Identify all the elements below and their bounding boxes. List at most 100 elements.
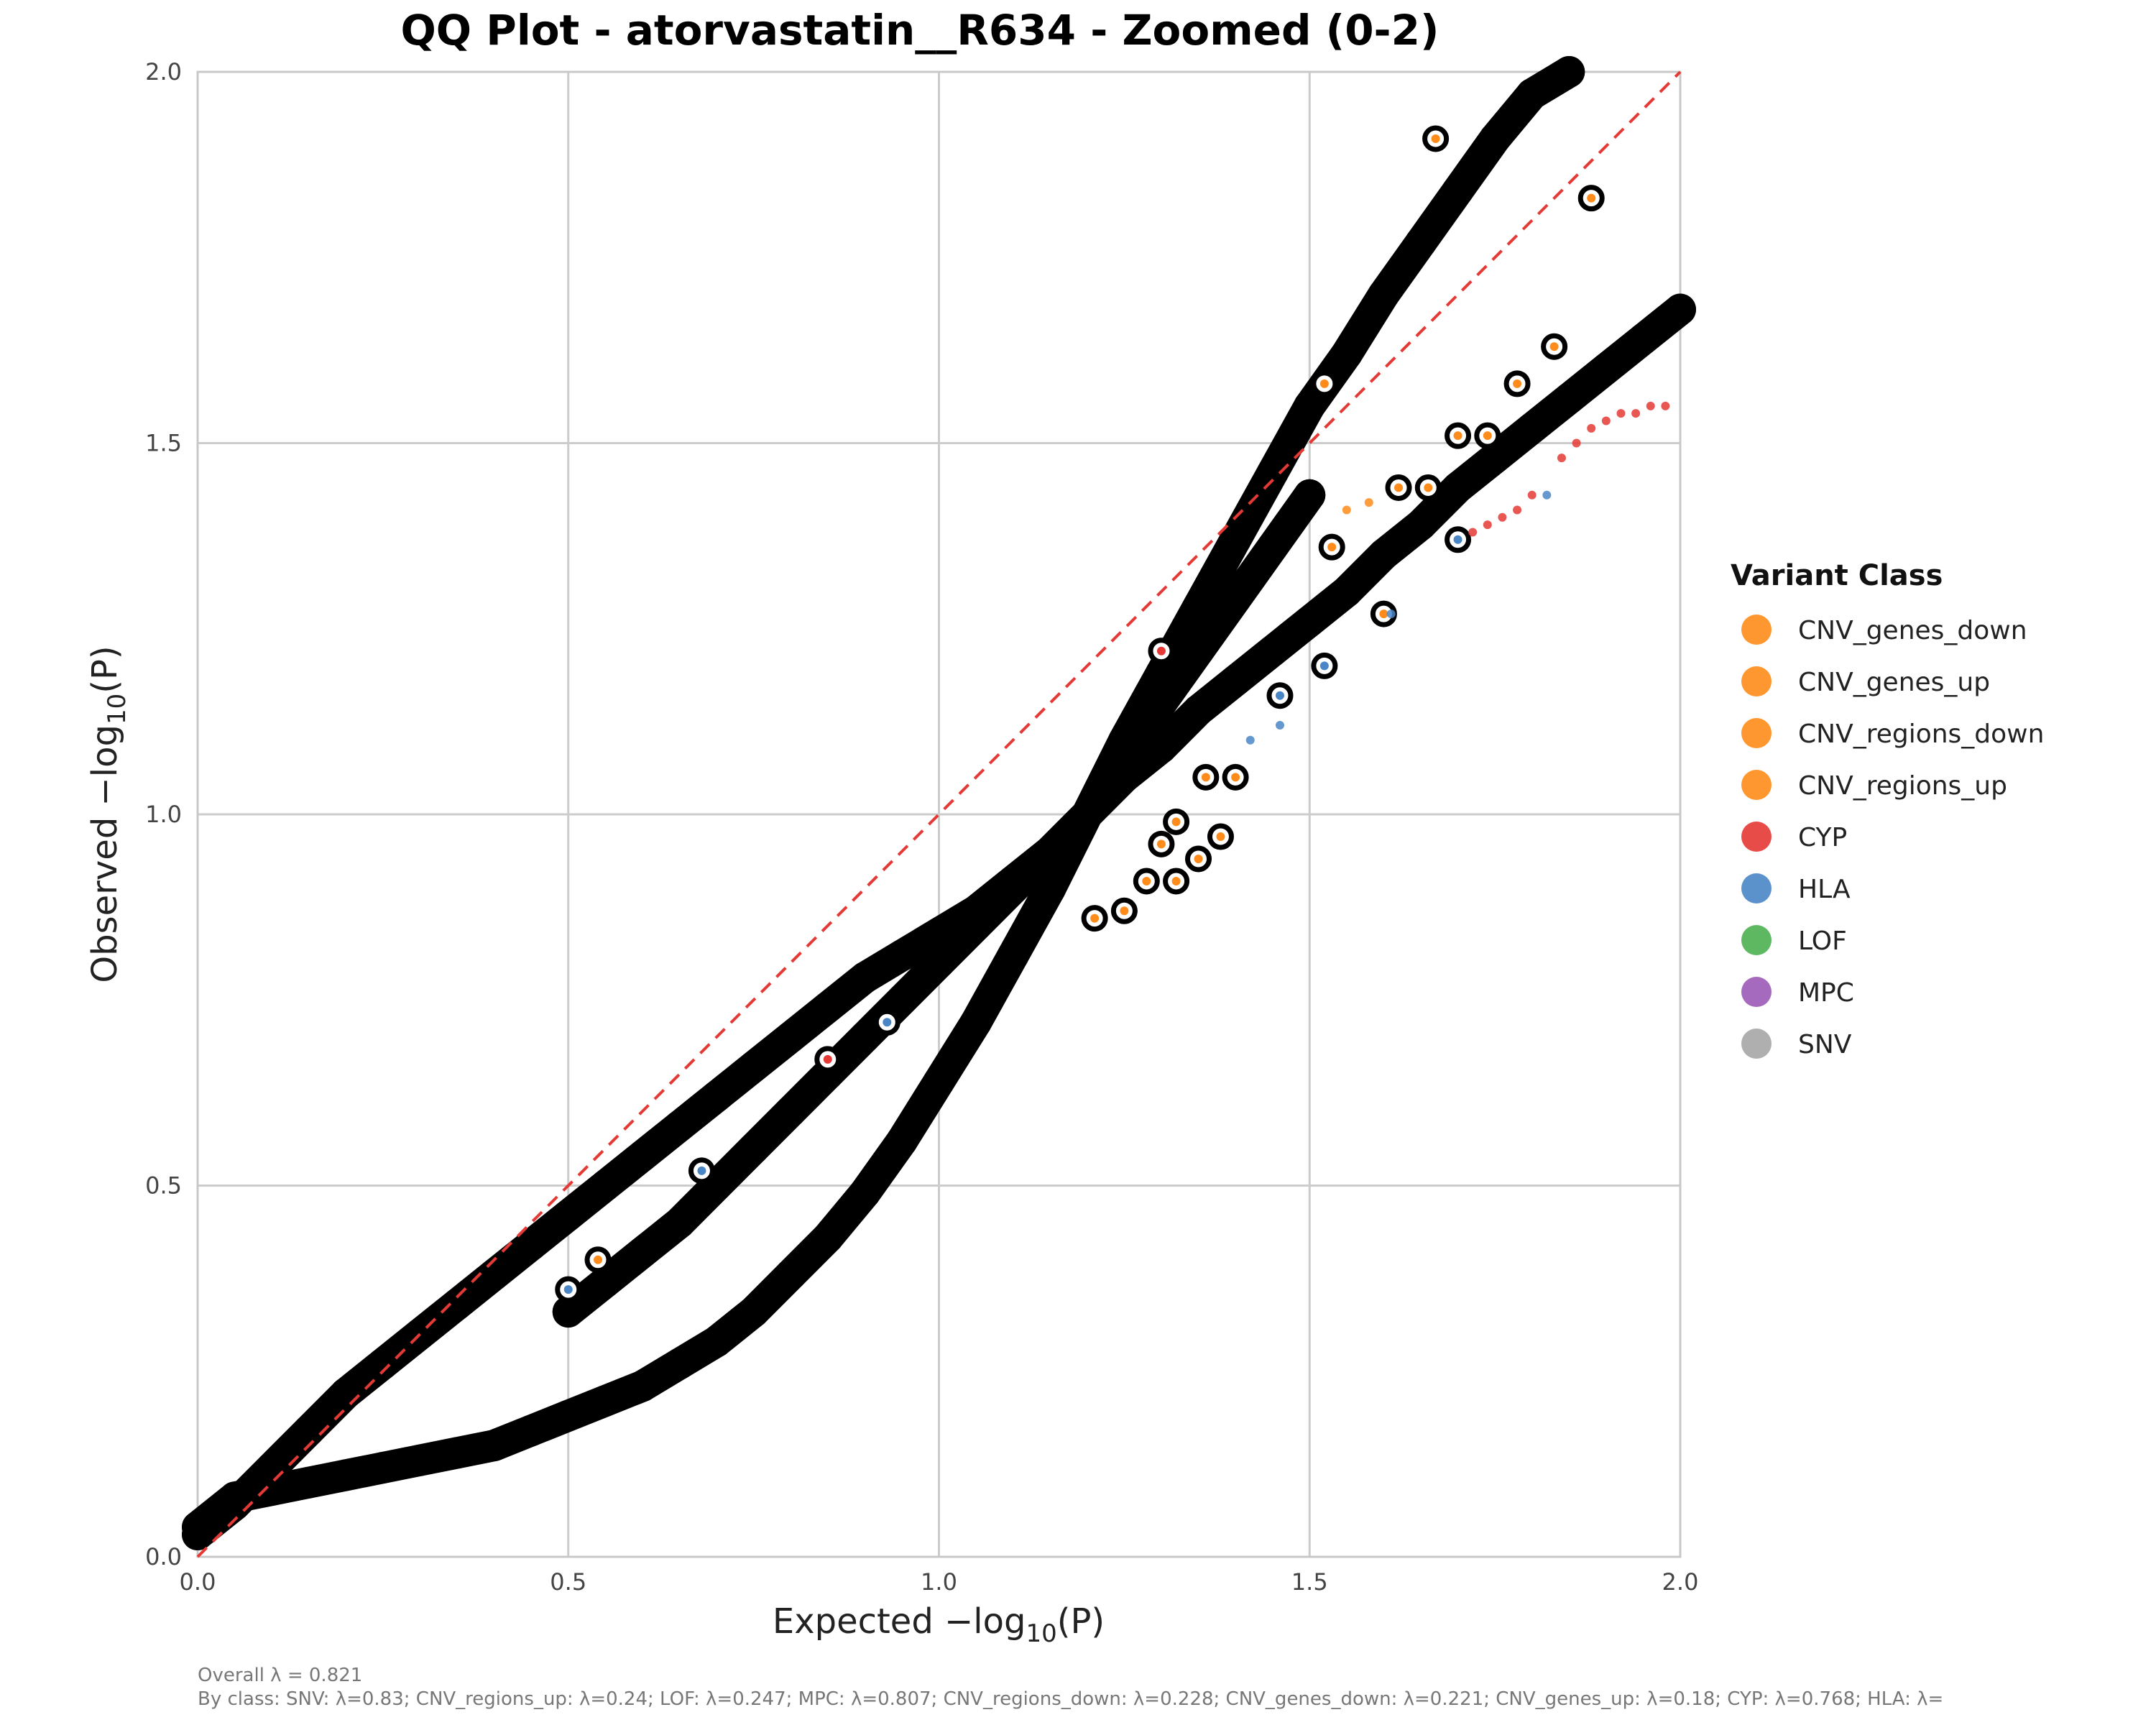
x-axis-label: Expected −log10(P) [773, 1601, 1105, 1648]
legend-marker [1741, 770, 1772, 800]
series-point [960, 1006, 992, 1039]
outlier-point [1148, 830, 1175, 857]
dot-layer [1245, 401, 1670, 745]
outlier-point [688, 1157, 715, 1184]
series-point [997, 873, 1029, 905]
series-point [626, 1236, 658, 1269]
series-point [849, 1021, 881, 1053]
legend-items: CNV_genes_down CNV_genes_up CNV_regions_do… [1741, 615, 2044, 1059]
y-tick-label: 0.5 [145, 1172, 182, 1200]
legend-marker [1741, 977, 1772, 1007]
outlier-point [1185, 845, 1212, 873]
outlier-core [1216, 832, 1225, 841]
series-point [1256, 531, 1289, 564]
legend-item: MPC [1741, 977, 1854, 1008]
series-point [552, 1399, 584, 1432]
series-point [701, 1325, 733, 1358]
legend-marker [1741, 718, 1772, 748]
legend-label: CYP [1798, 823, 1847, 852]
x-axis-label-subscript: 10 [1026, 1619, 1056, 1648]
series-point [701, 1080, 733, 1113]
series-point [589, 1169, 622, 1202]
outlier-point [1474, 422, 1501, 449]
outlier-point [1385, 474, 1412, 501]
x-tick-label: 0.0 [180, 1568, 216, 1596]
outlier-core [1483, 431, 1492, 441]
series-point [441, 1437, 474, 1469]
series-point [292, 1414, 325, 1447]
legend-item: CNV_regions_up [1741, 770, 2007, 801]
small-point [1245, 735, 1255, 745]
y-tick-label: 0.0 [145, 1543, 182, 1570]
y-axis-label-main: Observed −log [85, 724, 125, 983]
outlier-point [1311, 370, 1338, 397]
reference-layer [196, 70, 1682, 1558]
series-point [1404, 226, 1437, 259]
legend-item: CYP [1741, 822, 1847, 852]
series-point [1553, 382, 1585, 415]
small-point [1468, 528, 1478, 537]
small-point [1542, 490, 1552, 500]
series-point [1627, 323, 1659, 355]
series-layer [182, 56, 1696, 1551]
x-tick-label: 0.5 [550, 1568, 586, 1596]
series-point [330, 1377, 362, 1409]
series-point [1145, 687, 1177, 719]
x-tick-label: 2.0 [1662, 1568, 1699, 1596]
legend-item: HLA [1741, 873, 1851, 904]
outlier-point [1318, 533, 1345, 561]
outlier-core [1394, 483, 1404, 492]
series-point [1479, 442, 1511, 474]
outlier-core [1156, 646, 1166, 656]
small-point [1661, 401, 1670, 410]
outlier-core [1549, 342, 1559, 351]
small-point [1572, 438, 1581, 448]
series-point [552, 1296, 584, 1328]
x-axis-label-tail: (P) [1057, 1601, 1105, 1642]
series-point [1516, 412, 1548, 444]
series-point [367, 1452, 399, 1484]
outlier-point [1133, 868, 1160, 895]
series-point [885, 984, 918, 1016]
outlier-point [584, 1246, 612, 1274]
small-point [1275, 721, 1284, 730]
chart-title: QQ Plot - atorvastatin__R634 - Zoomed (0… [401, 6, 1439, 55]
series-point [849, 962, 881, 994]
small-point [1616, 409, 1626, 418]
legend-label: CNV_regions_up [1798, 771, 2007, 801]
series-point [1034, 835, 1067, 868]
legend-marker [1741, 873, 1772, 903]
outlier-point [1110, 897, 1138, 924]
y-axis-label-subscript: 10 [103, 694, 132, 724]
outlier-point [1422, 125, 1450, 152]
outlier-core [1327, 543, 1337, 552]
outlier-point [1577, 185, 1605, 212]
legend-label: CNV_regions_down [1798, 719, 2044, 749]
outlier-core [1090, 914, 1100, 923]
series-point [589, 1385, 622, 1417]
reference-line [196, 70, 1682, 1558]
series-point [404, 1444, 436, 1476]
series-point [1368, 278, 1400, 310]
series-point [292, 1466, 325, 1499]
small-point [1386, 610, 1396, 619]
series-point [626, 1140, 658, 1172]
outlier-core [1319, 379, 1329, 388]
series-point [737, 1051, 770, 1083]
series-point [441, 1288, 474, 1320]
series-point [1664, 293, 1696, 326]
series-point [1220, 665, 1252, 697]
outlier-point [1541, 333, 1568, 360]
outlier-core [563, 1285, 573, 1294]
outlier-point [555, 1276, 582, 1303]
series-point [218, 1481, 251, 1514]
series-point [1516, 78, 1548, 110]
outlier-core [1379, 610, 1388, 619]
series-point [478, 1259, 510, 1291]
legend-label: HLA [1798, 875, 1851, 904]
series-point [1182, 694, 1215, 727]
legend-label: SNV [1798, 1030, 1852, 1059]
series-point [1182, 635, 1215, 667]
series-point [811, 991, 844, 1024]
outlier-point [1503, 370, 1531, 397]
